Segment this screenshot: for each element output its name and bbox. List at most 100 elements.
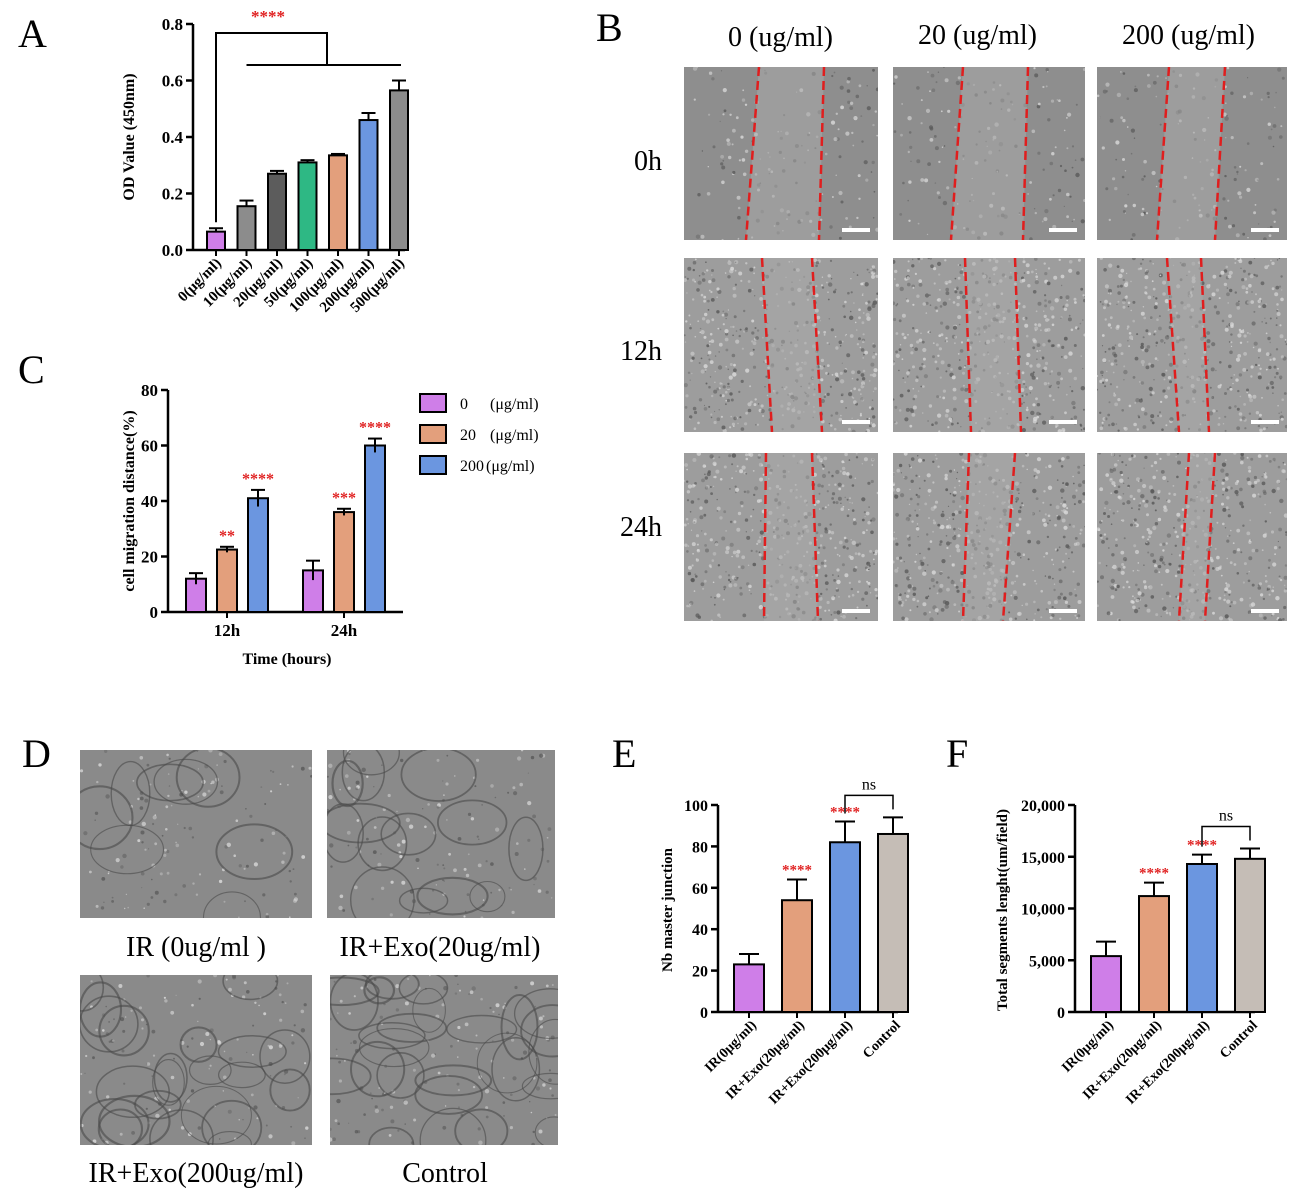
legend-unit: (μg/ml) [490,396,539,413]
y-tick-label: 80 [141,381,158,400]
microscopy-texture [1097,258,1287,432]
bar [297,161,318,251]
bar [829,841,861,1014]
significance-label: **** [782,863,812,879]
panel-letter-f: F [946,731,969,776]
panel-b-row-0h: 0h [634,146,662,177]
y-axis-title: cell migration distance(%) [121,410,138,591]
scale-bar [1251,609,1279,613]
microscopy-texture [893,453,1085,621]
scale-bar [842,420,870,424]
microscopy-texture [684,453,878,621]
chart-f-segments-length: 0 5,000 10,000 15,000 20,000 Total segments l… [995,798,1266,1108]
legend-label: 20 [460,427,476,444]
panel-d-caption-ir200: IR+Exo(200ug/ml) [88,1158,304,1189]
scale-bar [1251,228,1279,232]
y-tick-label: 10,000 [1021,902,1065,919]
panel-letter-c: C [18,347,45,392]
scale-bar [1049,420,1077,424]
y-tick-label: 0.2 [162,185,183,204]
scratch-image-12h-col0 [684,258,878,432]
tube-image-0 [80,750,312,918]
microscopy-texture [1097,453,1287,621]
bar [1090,955,1122,1013]
y-tick-label: 40 [692,922,708,939]
panel-letter-a: A [18,11,47,56]
microscopy-texture [80,750,312,918]
x-tick-label: 12h [214,621,241,640]
bar [877,832,909,1014]
microscopy-texture [684,258,878,432]
y-tick-label: 0 [150,603,159,622]
y-tick-label: 0.0 [162,241,183,260]
legend-swatch [419,455,447,475]
y-tick-label: 60 [141,437,158,456]
x-tick-label: 24h [331,621,358,640]
scale-bar [1049,228,1077,232]
legend-unit: (μg/ml) [486,458,535,475]
tube-image-2 [80,975,312,1145]
y-tick-label: 20,000 [1021,798,1065,815]
panel-b-row-24h: 24h [620,512,662,543]
bar [267,172,287,252]
bar [206,230,226,251]
microscopy-texture [893,67,1085,240]
significance-label: **** [1139,866,1169,882]
y-tick-label: 0 [700,1005,708,1022]
significance-label: *** [332,490,356,507]
y-axis-title: Total segments lenght(um/field) [995,809,1011,1011]
y-tick-label: 15,000 [1021,850,1065,867]
panel-b-col-200: 200 (ug/ml) [1122,20,1255,51]
tube-image-3 [330,975,558,1145]
scratch-image-24h-col2 [1097,453,1287,621]
legend-label: 200 [460,458,484,475]
y-tick-label: 20 [692,964,708,981]
scratch-image-0h-col0 [684,67,878,240]
y-tick-label: 60 [692,881,708,898]
panel-letter-b: B [596,5,623,50]
ns-label: ns [862,776,876,793]
bar [328,154,348,251]
significance-label: **** [251,7,285,26]
x-tick-label: IR+Exo(200μg/ml) [766,1018,856,1108]
panel-b-row-12h: 12h [620,336,662,367]
tube-image-1 [327,750,555,918]
scale-bar [842,228,870,232]
legend-swatch [419,424,447,444]
bar [247,497,269,614]
bar [358,119,379,251]
scratch-image-24h-col0 [684,453,878,621]
bar [333,511,355,614]
scale-bar [1049,609,1077,613]
chart-a-od-value: 0.00.20.40.60.8OD Value (450nm)0(μg/ml)1… [121,7,409,316]
microscopy-texture [327,750,555,918]
significance-bracket [215,32,328,223]
y-tick-label: 100 [684,798,708,815]
x-tick-label: Control [1217,1018,1261,1062]
bar [781,899,813,1013]
microscopy-texture [330,975,558,1145]
bar [1234,857,1266,1013]
ns-bracket [1201,825,1251,847]
bar [389,89,409,251]
panel-d-caption-ir0: IR (0ug/ml ) [126,932,266,963]
bar [364,444,386,613]
legend-swatch [419,393,447,413]
bar [216,548,238,613]
y-tick-label: 40 [141,492,158,511]
significance-label: ** [219,528,235,545]
legend-label: 0 [460,396,468,413]
bar [236,205,257,251]
significance-label: **** [359,420,391,437]
panel-letter-d: D [22,731,51,776]
microscopy-texture [80,975,312,1145]
x-tick-label: IR+Exo(200μg/ml) [1123,1018,1213,1108]
ns-bracket [844,794,894,814]
panel-d-caption-control: Control [402,1158,488,1189]
ns-label: ns [1219,807,1233,824]
bar [1138,895,1170,1013]
scratch-image-12h-col1 [893,258,1085,432]
